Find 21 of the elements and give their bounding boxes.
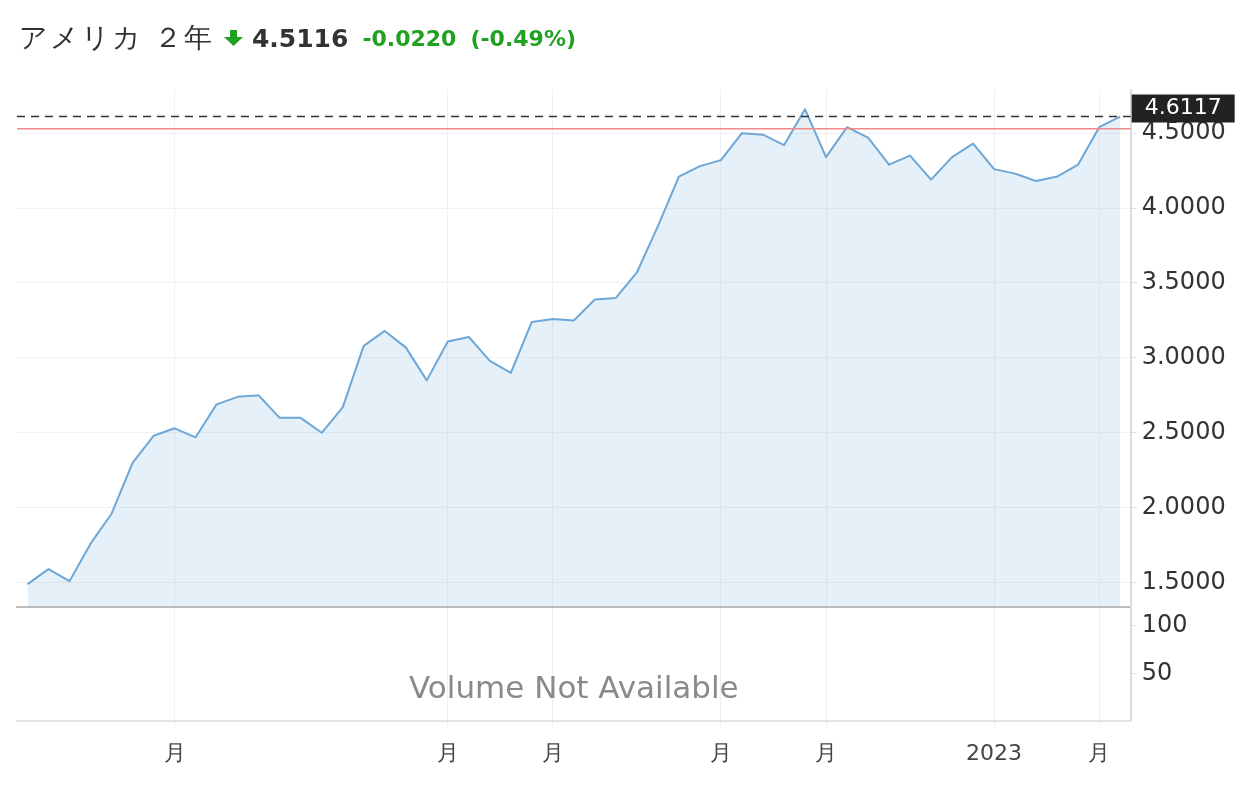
x-tick-label: 月 [163,739,186,765]
y-tick-label: 2.0000 [1141,491,1226,520]
x-tick-label: 月 [541,739,564,765]
x-tick-label: 月 [815,739,838,765]
x-tick-label: 2023 [966,739,1023,765]
text: (-0.49%) [470,25,576,51]
y-tick-label: 100 [1141,610,1188,639]
y-tick-label: 50 [1141,657,1173,686]
ref-line-label: 4.6117 [1144,94,1222,120]
x-tick-label: 月 [1088,739,1111,765]
chart-subtitle: 4.5116 [251,23,349,53]
chart-title: アメリカ ２年 [19,20,214,56]
y-tick-label: 4.0000 [1141,192,1226,221]
y-tick-label: 3.5000 [1141,267,1226,296]
y-tick-label: 2.5000 [1141,417,1226,446]
text: -0.0220 [362,25,457,51]
x-tick-label: 月 [709,739,732,765]
x-tick-label: 月 [436,739,459,765]
y-tick-label: 1.5000 [1141,566,1226,595]
annotation: Volume Not Available [409,668,739,705]
y-tick-label: 3.0000 [1141,342,1226,371]
